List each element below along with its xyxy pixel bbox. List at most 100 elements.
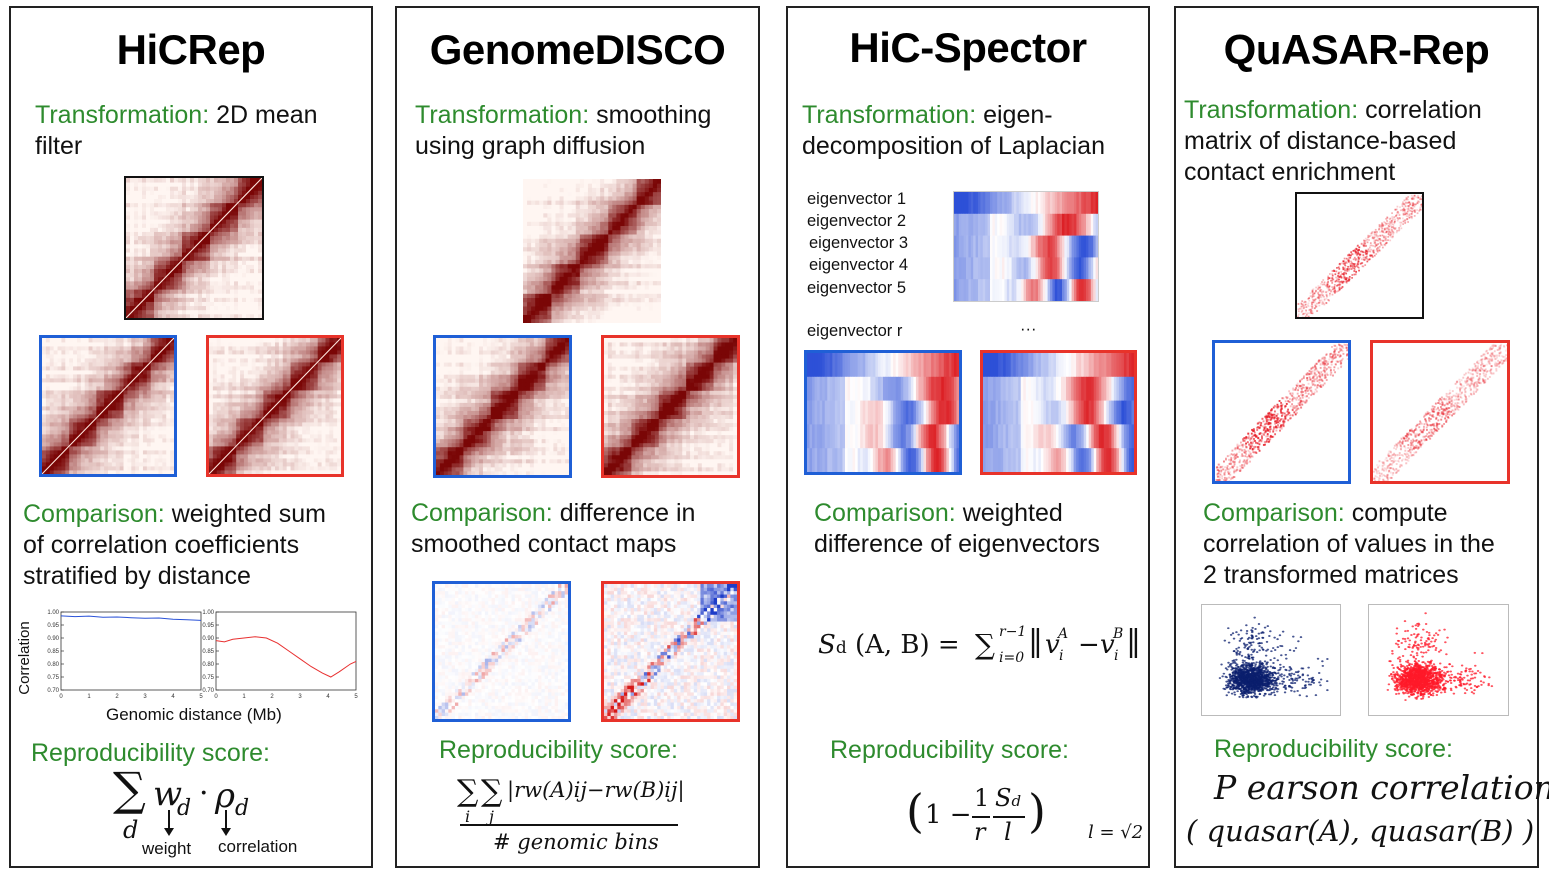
score-one: 1 − (925, 800, 972, 830)
heatmap-sample-a (433, 335, 572, 478)
scatter-b (1368, 604, 1509, 716)
plot-xtick: 2 (115, 694, 119, 700)
comparison-text: Comparison: weighted sum of correlation … (23, 500, 326, 590)
heatmap-merged (124, 176, 264, 320)
score-label: Reproducibility score: (1214, 735, 1453, 763)
heatmap-sample-b (206, 335, 344, 477)
transformation-text: Transformation: correlation matrix of di… (1184, 96, 1482, 186)
eigen-label-1: eigenvector 1 (807, 190, 907, 208)
formula-sum-j: j (489, 807, 494, 826)
quasar-sample-a (1212, 340, 1351, 484)
panel-title: HiCRep (116, 26, 266, 73)
correlation-plot-b: 1.00 0.95 0.90 0.85 0.80 0.75 0.700 1 2 3 4 5 (202, 610, 358, 700)
eigen-label-4: eigenvector 4 (809, 256, 909, 274)
quasar-merged (1295, 192, 1424, 319)
formula-denominator: # genomic bins (493, 830, 659, 854)
plot-ytick: 1.00 (202, 610, 214, 616)
plot-ytick: 1.00 (47, 610, 59, 616)
heatmap-sample-b (601, 335, 740, 478)
difference-map-a (432, 581, 571, 722)
plot-xtick: 1 (87, 694, 91, 700)
quasar-sample-b (1370, 340, 1510, 484)
hicrep-formula: ∑ (113, 762, 146, 816)
arrows (164, 810, 231, 836)
plot-ytick: 0.95 (202, 623, 214, 629)
eigen-sample-b (980, 350, 1137, 475)
panel-hicrep: HiCRep Transformation: 2D mean filter Co… (9, 6, 373, 868)
score-paren-close: ) (1028, 784, 1046, 838)
formula-norm-open: ‖ (1028, 624, 1043, 659)
score-label: Reproducibility score: (830, 736, 1069, 764)
panel-title: QuASAR-Rep (1223, 26, 1490, 73)
formula-w-sub: d (177, 796, 192, 821)
eigen-label-3: eigenvector 3 (809, 234, 909, 252)
arrow-label-correlation: correlation (218, 837, 298, 856)
arrow-label-weight: weight (142, 839, 192, 858)
eigen-label-5: eigenvector 5 (807, 279, 907, 297)
score-frac1-num: 1 (974, 784, 990, 812)
score-label: Reproducibility score: (31, 739, 270, 767)
formula-rho-sub: d (235, 796, 250, 821)
eigen-sample-a (804, 350, 962, 475)
score-frac2-num: Sd (995, 784, 1022, 812)
plot-xtick: 4 (171, 694, 175, 700)
plot-ytick: 0.75 (202, 675, 214, 681)
heatmap-sample-a (39, 335, 177, 477)
formula-sum-index: d (123, 816, 139, 844)
plot-ytick: 0.90 (202, 636, 214, 642)
difference-map-b (601, 581, 740, 722)
plot-ytick: 0.70 (47, 688, 59, 694)
score-line-2: ( quasar(A), quasar(B) ) (1186, 814, 1535, 848)
scatter-a (1201, 604, 1341, 716)
formula-sum-lower: i=0 (999, 650, 1025, 666)
formula-sum-i: i (465, 807, 471, 826)
plot-xtick: 0 (59, 694, 63, 700)
formula-w: w (153, 774, 183, 814)
score-paren-open: ( (906, 784, 924, 838)
plot-xtick: 3 (143, 694, 147, 700)
formula-sum-2: ∑ (481, 774, 503, 809)
fraction-bar (460, 824, 678, 826)
score-frac2-bar (993, 816, 1025, 818)
score-frac2-den: l (1004, 818, 1012, 846)
formula-sup-a: A (1058, 626, 1069, 642)
comparison-text: Comparison: difference in smoothed conta… (411, 499, 696, 558)
comparison-text: Comparison: weighted difference of eigen… (814, 499, 1100, 558)
plot-ytick: 0.85 (202, 649, 214, 655)
plot-ytick: 0.85 (47, 649, 59, 655)
formula-sum: ∑ (975, 628, 995, 661)
heatmap-merged (523, 179, 661, 323)
formula-sub-ib: i (1114, 648, 1119, 664)
formula-numerator: |rw(A)ij−rw(B)ij| (507, 778, 685, 802)
eigen-label-2: eigenvector 2 (807, 212, 907, 230)
score-label: Reproducibility score: (439, 736, 678, 764)
transformation-text: Transformation: smoothing using graph di… (415, 101, 712, 160)
plot-ytick: 0.80 (47, 662, 59, 668)
score-frac1-bar (972, 816, 990, 818)
formula-sub-ia: i (1059, 648, 1064, 664)
comparison-text: Comparison: compute correlation of value… (1203, 499, 1495, 589)
plot-xtick: 2 (270, 694, 274, 700)
plot-ytick: 0.80 (202, 662, 214, 668)
plot-line (60, 615, 202, 621)
panel-hicspector: HiC-Spector Transformation: eigen- decom… (786, 6, 1150, 868)
transformation-text: Transformation: 2D mean filter (35, 101, 318, 160)
eigenvector-matrix (953, 191, 1099, 302)
plot-xtick: 5 (354, 694, 358, 700)
plot-ytick: 0.90 (47, 636, 59, 642)
plot-xtick: 5 (199, 694, 203, 700)
formula-sup-b: B (1113, 626, 1124, 642)
plot-xtick: 1 (242, 694, 246, 700)
plot-ytick: 0.70 (202, 688, 214, 694)
plot-xlabel: Genomic distance (Mb) (106, 705, 282, 724)
panel-genomedisco: GenomeDISCO Transformation: smoothing us… (395, 6, 760, 868)
formula-rho: ρ (215, 776, 235, 816)
panel-title: GenomeDISCO (429, 26, 726, 73)
ellipsis: ··· (1020, 320, 1037, 338)
eigen-label-r: eigenvector r (807, 322, 903, 340)
formula-dot: · (199, 776, 209, 811)
plot-xtick: 4 (326, 694, 330, 700)
score-l-def: l = √2 (1088, 822, 1144, 843)
plot-xtick: 0 (214, 694, 218, 700)
correlation-plot-a: 1.00 0.95 0.90 0.85 0.80 0.75 0.700 1 2 3 4 5 (47, 610, 203, 700)
